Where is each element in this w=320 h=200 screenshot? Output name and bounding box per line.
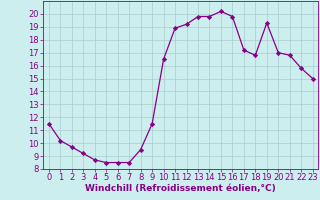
X-axis label: Windchill (Refroidissement éolien,°C): Windchill (Refroidissement éolien,°C)	[85, 184, 276, 193]
